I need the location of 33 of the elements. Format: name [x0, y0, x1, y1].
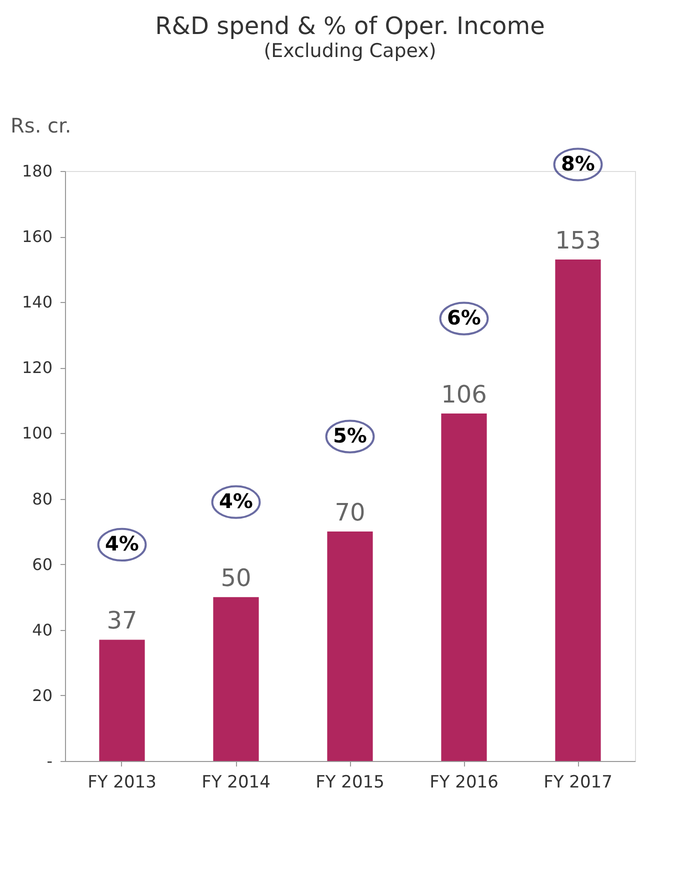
chart-title: R&D spend & % of Oper. Income	[155, 12, 545, 40]
bar	[441, 414, 487, 761]
annotation: 4%	[105, 532, 139, 556]
bar	[327, 532, 373, 761]
annotation: 6%	[447, 306, 481, 330]
annotation: 8%	[561, 152, 595, 176]
y-tick-label: 160	[22, 227, 52, 246]
annotation: 5%	[333, 424, 367, 448]
y-tick-label: 80	[32, 489, 52, 508]
y-tick-label: 20	[32, 686, 52, 705]
y-tick-label: 120	[22, 358, 52, 378]
x-tick-label: FY 2015	[316, 772, 384, 792]
y-tick-label: 100	[22, 424, 52, 443]
data-label: 50	[220, 564, 252, 592]
x-tick-label: FY 2017	[544, 772, 612, 792]
y-tick-label: 40	[32, 620, 52, 640]
x-tick-label: FY 2016	[430, 772, 498, 792]
y-tick-label: 60	[32, 554, 52, 574]
data-label: 37	[106, 606, 138, 635]
bar	[99, 640, 145, 761]
x-tick-label: FY 2014	[202, 772, 270, 792]
y-tick-label: 180	[22, 162, 52, 180]
bar	[555, 260, 601, 761]
y-tick-label: 140	[22, 292, 52, 312]
annotation: 4%	[219, 489, 253, 514]
y-tick-label: -	[46, 752, 52, 770]
data-label: 106	[441, 380, 487, 409]
y-axis-title: Rs. cr.	[10, 114, 72, 138]
bar	[213, 597, 259, 761]
data-label: 153	[555, 226, 601, 254]
data-label: 70	[334, 498, 366, 527]
x-tick-label: FY 2013	[88, 772, 156, 792]
chart-subtitle: (Excluding Capex)	[264, 40, 436, 62]
